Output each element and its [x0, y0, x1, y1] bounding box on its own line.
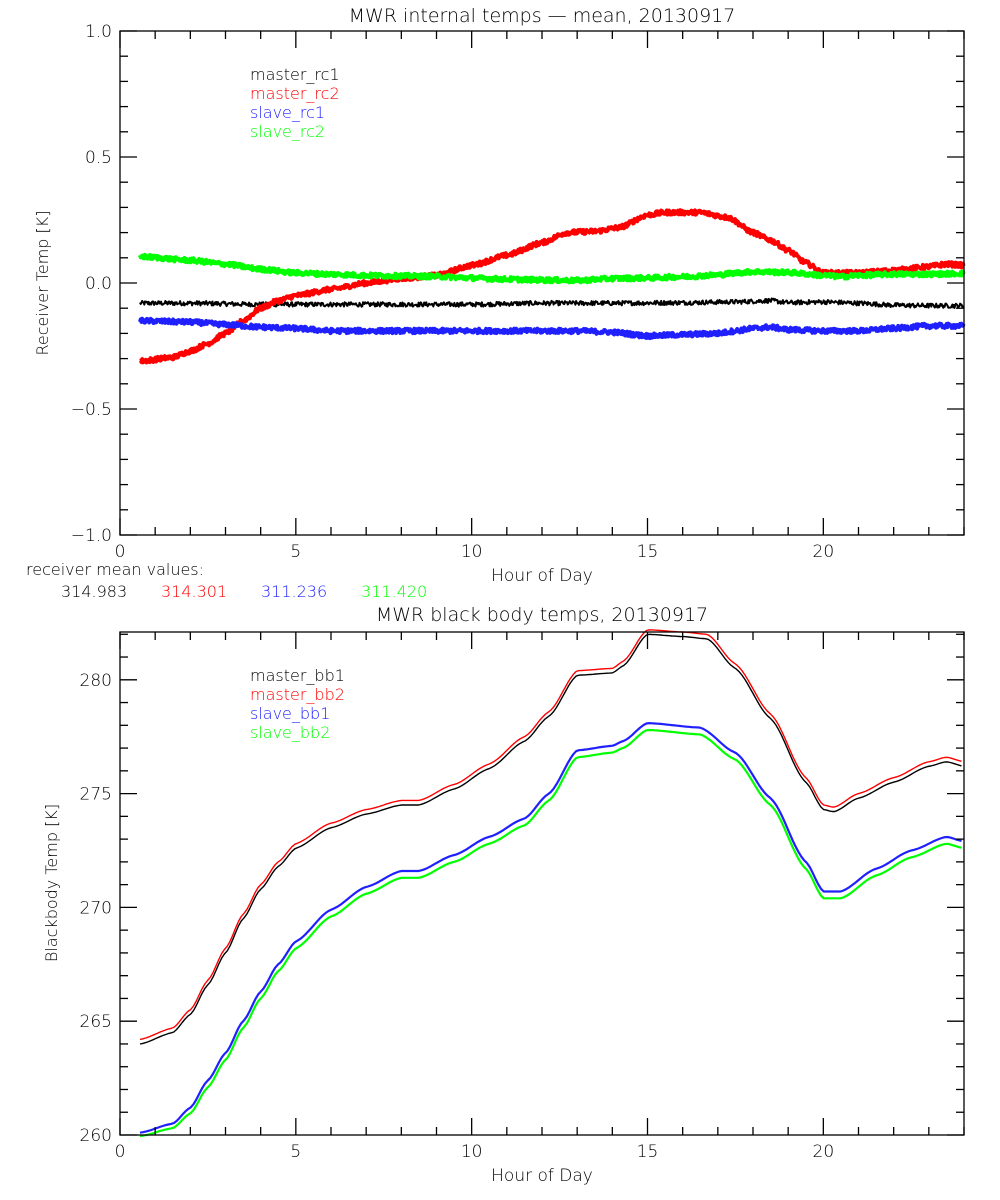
x-tick-labels: 0 5 10 15 20: [115, 542, 835, 562]
y-tick-label: −0.5: [71, 400, 112, 420]
series-line-master-bb2: [139, 629, 962, 1041]
x-axis-label: Hour of Day: [491, 1166, 593, 1186]
legend: master_bb1 master_bb2 slave_bb1 slave_bb…: [250, 666, 345, 742]
y-tick-label: 270: [80, 898, 112, 918]
y-tick-label: 260: [80, 1126, 112, 1146]
x-tick-label: 20: [813, 1142, 835, 1162]
y-tick-labels: 260 265 270 275 280: [80, 671, 112, 1146]
plot-frame: [119, 631, 965, 1136]
receiver-temps-plot: MWR internal temps — mean, 20130917 0 5 …: [26, 5, 966, 601]
legend-entry-slave-bb1: slave_bb1: [250, 704, 330, 723]
y-tick-label: 280: [80, 671, 112, 691]
y-axis-label: Blackbody Temp [K]: [42, 804, 61, 962]
y-ticks: [120, 30, 964, 536]
series-group: [138, 208, 966, 365]
legend-entry-slave-rc1: slave_rc1: [250, 103, 325, 122]
x-tick-label: 15: [637, 1142, 659, 1162]
y-axis-label: Receiver Temp [K]: [33, 210, 52, 355]
y-tick-label: 275: [80, 785, 112, 805]
series-line-master-rc2: [138, 208, 966, 365]
y-tick-labels: −1.0 −0.5 0.0 0.5 1.0: [71, 22, 112, 546]
series-line-slave-bb2: [139, 728, 962, 1138]
mean-value-master-rc1: 314.983: [61, 582, 127, 601]
series-line-master-rc1: [139, 297, 965, 309]
mean-value-slave-rc1: 311.236: [261, 582, 327, 601]
legend: master_rc1 master_rc2 slave_rc1 slave_rc…: [250, 65, 340, 141]
y-tick-label: 0.0: [85, 274, 112, 294]
x-tick-label: 10: [461, 1142, 483, 1162]
legend-entry-master-bb2: master_bb2: [250, 685, 345, 704]
y-ticks: [120, 633, 964, 1136]
annotation-label: receiver mean values:: [26, 560, 204, 579]
mean-value-master-rc2: 314.301: [161, 582, 227, 601]
y-tick-label: −1.0: [71, 526, 112, 546]
x-tick-label: 10: [461, 542, 483, 562]
x-tick-label: 15: [637, 542, 659, 562]
legend-entry-master-bb1: master_bb1: [250, 666, 345, 685]
x-ticks: [119, 31, 965, 535]
x-tick-label: 5: [290, 1142, 301, 1162]
x-tick-labels: 0 5 10 15 20: [115, 1142, 835, 1162]
chart-title: MWR black body temps, 20130917: [376, 604, 708, 626]
legend-entry-slave-bb2: slave_bb2: [250, 723, 330, 742]
legend-entry-master-rc1: master_rc1: [250, 65, 340, 84]
series-line-slave-rc2: [138, 252, 966, 285]
legend-entry-slave-rc2: slave_rc2: [250, 122, 325, 141]
series-line-master-bb1: [139, 633, 962, 1045]
x-ticks: [119, 632, 965, 1135]
series-line-slave-bb1: [139, 721, 962, 1134]
chart-title: MWR internal temps — mean, 20130917: [349, 5, 736, 27]
y-tick-label: 1.0: [85, 22, 112, 42]
legend-entry-master-rc2: master_rc2: [250, 84, 340, 103]
blackbody-temps-plot: MWR black body temps, 20130917 0 5 10 15…: [42, 604, 965, 1186]
x-tick-label: 5: [290, 542, 301, 562]
x-tick-label: 0: [115, 1142, 126, 1162]
x-tick-label: 20: [813, 542, 835, 562]
series-line-slave-rc1: [138, 316, 966, 341]
series-group: [139, 629, 962, 1138]
x-tick-label: 0: [115, 542, 126, 562]
mean-value-slave-rc2: 311.420: [361, 582, 427, 601]
y-tick-label: 265: [80, 1012, 112, 1032]
x-axis-label: Hour of Day: [491, 566, 593, 586]
y-tick-label: 0.5: [85, 148, 112, 168]
plot-frame: [119, 30, 965, 536]
mean-values-annotation: receiver mean values: 314.983 314.301 31…: [26, 560, 427, 601]
